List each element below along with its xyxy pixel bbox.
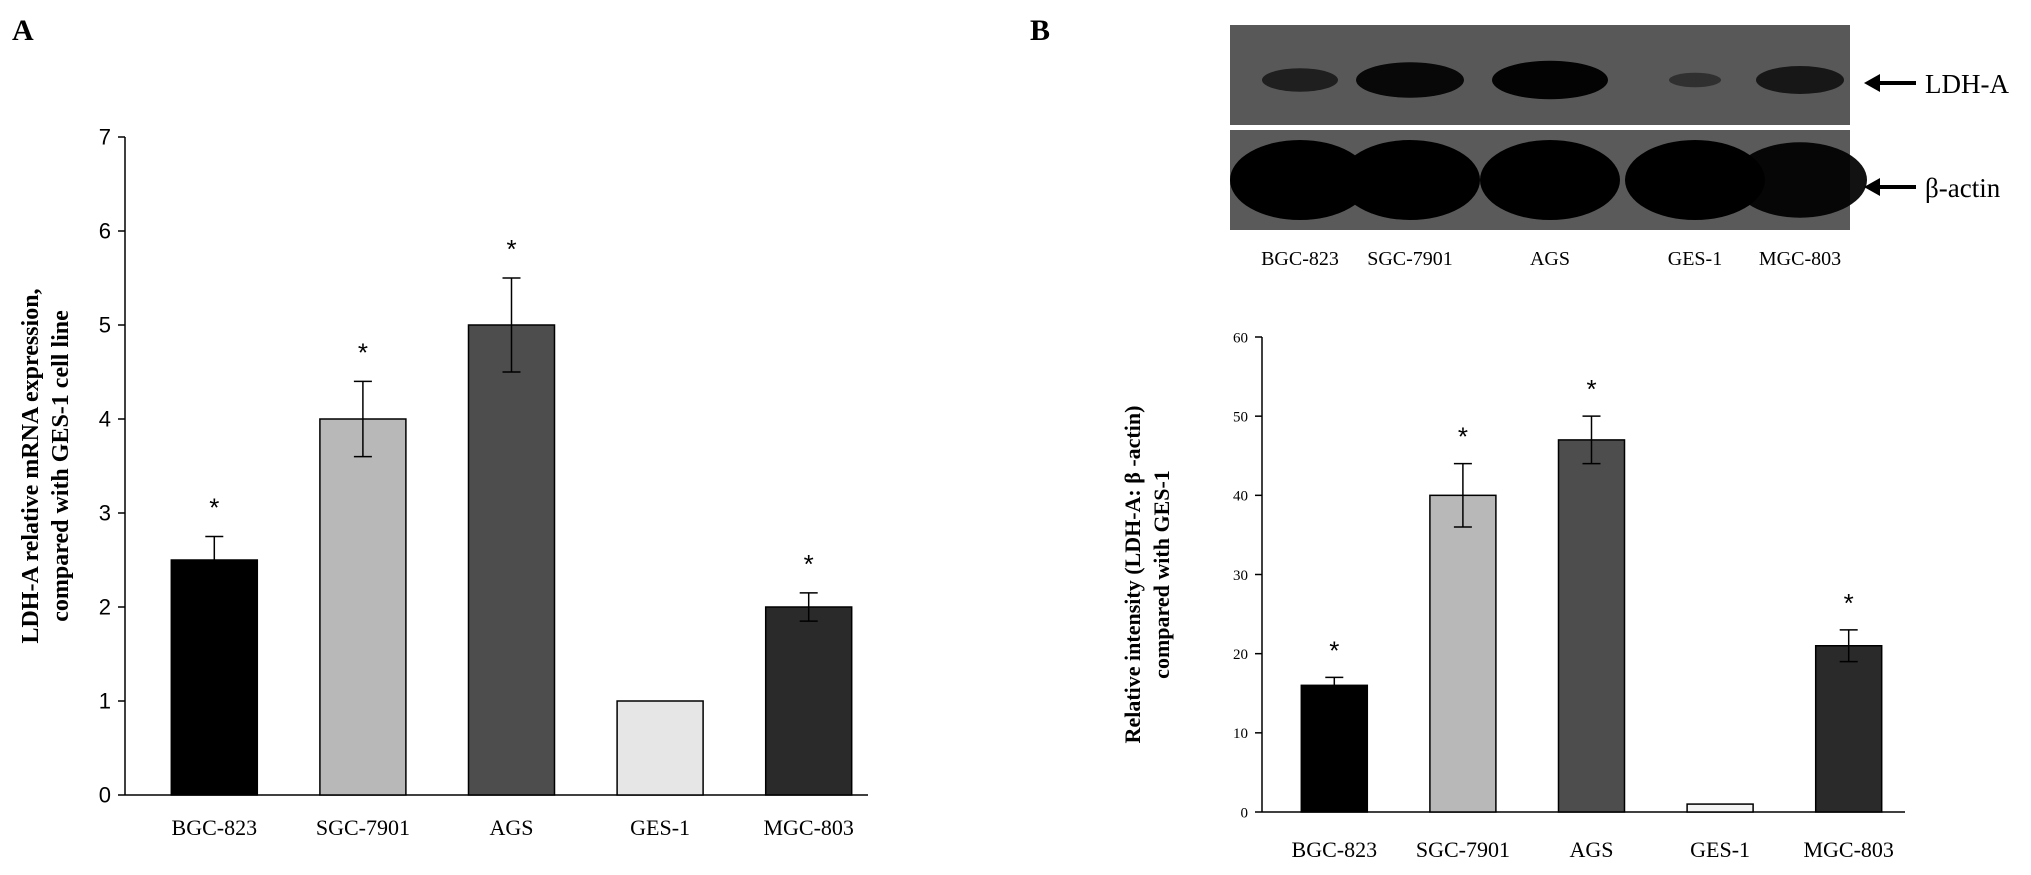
blot-band-actin bbox=[1340, 140, 1480, 220]
blot-band-actin bbox=[1733, 142, 1867, 218]
significance-star: * bbox=[1844, 588, 1854, 618]
x-category-label: AGS bbox=[489, 815, 533, 840]
panel-b-label: B bbox=[1030, 14, 1050, 47]
blot-band-ldha bbox=[1756, 66, 1844, 94]
blot-lane-label: AGS bbox=[1530, 248, 1570, 270]
bar bbox=[467, 324, 556, 796]
y-tick-label: 3 bbox=[99, 501, 111, 526]
band-label-actin: β-actin bbox=[1925, 173, 2001, 203]
y-tick-label: 0 bbox=[1241, 805, 1249, 821]
y-tick-label: 20 bbox=[1233, 647, 1248, 663]
y-tick-label: 30 bbox=[1233, 568, 1248, 584]
y-tick-label: 40 bbox=[1233, 489, 1248, 505]
bar bbox=[1429, 494, 1497, 813]
y-tick-label: 6 bbox=[99, 219, 111, 244]
significance-star: * bbox=[506, 234, 516, 264]
y-tick-label: 4 bbox=[99, 407, 111, 432]
y-tick-label: 60 bbox=[1233, 330, 1248, 346]
bar bbox=[319, 418, 407, 796]
blot-lane-label: SGC-7901 bbox=[1367, 248, 1453, 270]
arrow-actin-icon bbox=[1864, 178, 1916, 196]
blot-band-actin bbox=[1480, 140, 1620, 220]
band-label-ldha: LDH-A bbox=[1925, 69, 2009, 99]
western-blot: LDH-A β-actin BGC-823 SGC-7901 AGS GES-1 MGC… bbox=[1230, 25, 2009, 270]
significance-star: * bbox=[804, 549, 814, 579]
x-category-label: MGC-803 bbox=[763, 815, 853, 840]
blot-band-ldha bbox=[1669, 72, 1721, 88]
y-tick-label: 50 bbox=[1233, 409, 1248, 425]
blot-band-ldha bbox=[1492, 60, 1608, 100]
blot-lane-label: MGC-803 bbox=[1759, 248, 1841, 270]
y-tick-label: 0 bbox=[99, 783, 111, 808]
blot-lane-labels: BGC-823 SGC-7901 AGS GES-1 MGC-803 bbox=[1261, 248, 1841, 270]
significance-star: * bbox=[358, 337, 368, 367]
blot-bands bbox=[1230, 60, 1867, 220]
y-tick-label: 5 bbox=[99, 313, 111, 338]
y-axis-label: compared with GES-1 cell line bbox=[48, 310, 74, 622]
x-category-label: GES-1 bbox=[1690, 837, 1750, 862]
arrow-ldha-icon bbox=[1864, 74, 1916, 92]
blot-lane-label: BGC-823 bbox=[1261, 248, 1339, 270]
blot-lane-label: GES-1 bbox=[1668, 248, 1722, 270]
bar bbox=[616, 700, 704, 796]
x-category-label: BGC-823 bbox=[172, 815, 258, 840]
bar bbox=[1814, 645, 1883, 813]
significance-star: * bbox=[209, 493, 219, 523]
significance-star: * bbox=[1458, 422, 1468, 452]
bar bbox=[1686, 803, 1754, 813]
panel-a-label: A bbox=[12, 14, 34, 47]
chart-a: 0 1 2 3 4 5 6 7 * BGC-823 * SGC-7901 * AGS GES-1 * MGC-8… bbox=[18, 125, 868, 840]
y-tick-label: 10 bbox=[1233, 726, 1248, 742]
bar bbox=[170, 559, 259, 796]
x-category-label: GES-1 bbox=[630, 815, 690, 840]
blot-band-actin bbox=[1230, 140, 1370, 220]
bar bbox=[1300, 684, 1369, 813]
blot-band-actin bbox=[1625, 140, 1765, 220]
chart-b: 0 10 20 30 40 50 60 * BGC-823 * SGC-7901 * AGS GES-1 *… bbox=[1120, 330, 1905, 862]
y-axis-label: compared with GES-1 bbox=[1149, 470, 1174, 679]
y-tick-label: 7 bbox=[99, 125, 111, 150]
x-category-label: SGC-7901 bbox=[316, 815, 410, 840]
bar bbox=[764, 606, 853, 796]
y-tick-label: 1 bbox=[99, 689, 111, 714]
x-category-label: BGC-823 bbox=[1292, 837, 1378, 862]
blot-band-ldha bbox=[1262, 68, 1338, 92]
y-axis-label: LDH-A relative mRNA expression, bbox=[18, 288, 44, 643]
bar bbox=[1557, 439, 1626, 813]
y-axis-label: Relative intensity (LDH-A: β -actin) bbox=[1120, 406, 1145, 744]
x-category-label: SGC-7901 bbox=[1416, 837, 1510, 862]
blot-band-ldha bbox=[1356, 62, 1464, 98]
significance-star: * bbox=[1586, 374, 1596, 404]
y-tick-label: 2 bbox=[99, 595, 111, 620]
significance-star: * bbox=[1329, 635, 1339, 665]
x-category-label: MGC-803 bbox=[1803, 837, 1893, 862]
x-category-label: AGS bbox=[1569, 837, 1613, 862]
